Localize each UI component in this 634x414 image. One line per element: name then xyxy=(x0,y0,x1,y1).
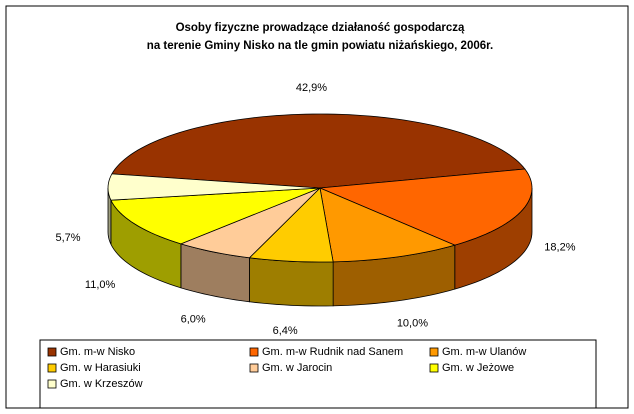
legend-label: Gm. m-w Ulanów xyxy=(442,346,526,358)
legend-swatch xyxy=(429,363,439,373)
legend-label: Gm. m-w Nisko xyxy=(60,346,135,358)
data-label: 11,0% xyxy=(85,279,116,291)
pie-slice xyxy=(248,187,334,263)
legend-label: Gm. w Jeżowe xyxy=(442,362,514,374)
data-label: 5,7% xyxy=(55,232,80,244)
data-label: 42,9% xyxy=(296,82,327,94)
legend-swatch xyxy=(249,363,259,373)
legend-label: Gm. w Harasiuki xyxy=(60,362,141,374)
pie-slice xyxy=(107,173,321,201)
pie-slice xyxy=(319,168,533,246)
pie-slice xyxy=(319,187,457,263)
data-label: 6,0% xyxy=(181,313,206,325)
chart-title: Osoby fizyczne prowadzące działaność gos… xyxy=(176,22,465,34)
pie-slice xyxy=(110,187,321,245)
legend-swatch xyxy=(249,347,259,357)
legend-label: Gm. m-w Rudnik nad Sanem xyxy=(262,346,403,358)
legend-box xyxy=(39,339,597,409)
legend-swatch xyxy=(429,347,439,357)
pie-slice xyxy=(111,113,526,189)
data-label: 6,4% xyxy=(273,325,298,337)
data-label: 10,0% xyxy=(397,317,428,329)
legend-label: Gm. w Jarocin xyxy=(262,362,332,374)
data-label: 18,2% xyxy=(544,241,575,253)
legend-swatch xyxy=(47,363,57,373)
pie-slice xyxy=(179,187,321,259)
legend-swatch xyxy=(47,379,57,389)
legend-swatch xyxy=(47,347,57,357)
pie-wall xyxy=(249,257,334,307)
legend-label: Gm. w Krzeszów xyxy=(60,378,143,390)
chart-title: na terenie Gminy Nisko na tle gmin powia… xyxy=(147,40,493,52)
